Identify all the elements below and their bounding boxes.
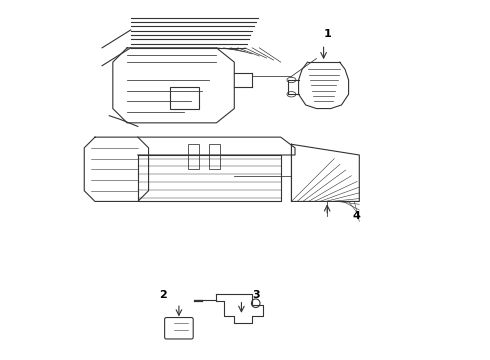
Text: 1: 1 <box>323 29 331 39</box>
Text: 3: 3 <box>252 290 260 300</box>
Bar <box>209 144 220 169</box>
Bar <box>170 87 198 109</box>
Bar <box>188 144 198 169</box>
Text: 2: 2 <box>159 290 167 300</box>
Text: 4: 4 <box>352 211 360 221</box>
